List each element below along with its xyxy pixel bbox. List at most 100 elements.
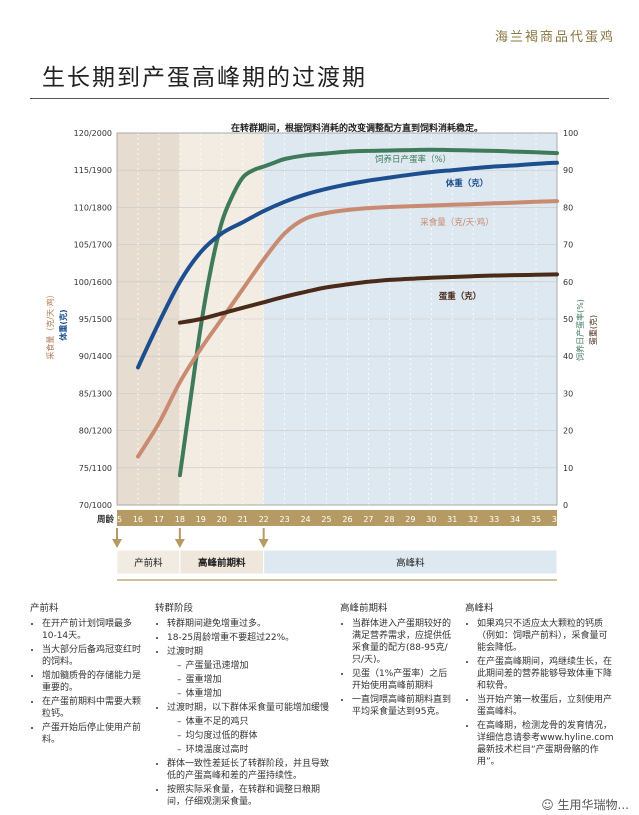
notes-item: 按照实际采食量，在转群和调整日粮期间，仔细观测采食量。	[167, 784, 330, 808]
right-tick-label: 90	[563, 166, 573, 175]
left-tick-label: 110/1800	[74, 203, 112, 212]
title-divider	[30, 98, 609, 99]
notes-section-heading: 高峰前期料	[340, 603, 388, 614]
page-title: 生长期到产蛋高峰期的过渡期	[42, 65, 367, 91]
notes-list: 在开产前计划饲喂最多10-14天。当大部分后备鸡冠变红时的饲料。增加髓质骨的存储…	[30, 618, 145, 746]
right-tick-label: 100	[563, 129, 578, 138]
notes-item: 过渡时期	[167, 646, 330, 658]
notes-item: 一直饲喂高峰前期料直到平均采食量达到95克。	[352, 694, 455, 718]
week-tick-label: 29	[405, 515, 415, 524]
week-tick-label: 17	[154, 515, 164, 524]
notes-item: 在高峰期，检测龙骨的发育情况，详细信息请参考www.hyline.com最新技术…	[477, 720, 615, 768]
left-tick-label: 90/1400	[79, 352, 112, 361]
week-tick-label: 16	[133, 515, 143, 524]
week-tick-label: 27	[363, 515, 373, 524]
left-axis-label-feed: 采食量（克/天·鸡）	[45, 290, 55, 359]
notes-item: 体重不足的鸡只	[177, 716, 330, 728]
notes-item: 均匀度过低的群体	[177, 730, 330, 742]
right-tick-label: 30	[563, 389, 573, 398]
phase-label-prepeak: 高峰前期料	[198, 557, 246, 569]
chart-title: 在转群期间，根据饲料消耗的改变调整配方直到饲料消耗稳定。	[231, 122, 483, 134]
notes-item: 在产蛋前期料中需要大颗粒钙。	[42, 696, 145, 720]
series-label-egg-weight: 蛋重（克）	[439, 291, 482, 302]
week-tick-label: 23	[280, 515, 290, 524]
left-tick-label: 95/1500	[79, 315, 112, 324]
line-egg-weight	[177, 272, 559, 325]
notes-section-heading: 高峰料	[465, 603, 494, 614]
line-body-weight	[136, 160, 559, 370]
notes-item: 见蛋（1%产蛋率）之后开始使用高峰前期料	[352, 668, 455, 692]
week-tick-label: 36	[552, 515, 562, 524]
watermark: ☺ 生用华瑞物...	[541, 798, 629, 812]
notes-item: 18-25周龄增重不要超过22%。	[167, 632, 330, 644]
notes-list: 当群体进入产蛋期较好的满足营养需求，应提供低采食量的配方(88-95克/只/天)…	[340, 618, 455, 718]
x-axis-label: 周龄	[97, 514, 115, 525]
notes-item: 当群体进入产蛋期较好的满足营养需求，应提供低采食量的配方(88-95克/只/天)…	[352, 618, 455, 666]
week-tick-label: 33	[489, 515, 499, 524]
notes-list: 转群期间避免增重过多。 18-25周龄增重不要超过22%。过渡时期产蛋量迅速增加蛋…	[155, 618, 330, 808]
phase-arrow-head	[258, 539, 269, 548]
right-tick-label: 50	[563, 315, 573, 324]
right-tick-label: 0	[563, 501, 568, 510]
week-tick-label: 24	[300, 515, 310, 524]
left-tick-label: 85/1300	[79, 389, 112, 398]
right-tick-label: 10	[563, 464, 573, 473]
left-tick-label: 120/2000	[74, 129, 112, 138]
week-tick-label: 19	[196, 515, 206, 524]
right-tick-label: 20	[563, 427, 573, 436]
notes-section: 高峰前期料当群体进入产蛋期较好的满足营养需求，应提供低采食量的配方(88-95克…	[340, 603, 455, 720]
notes-section: 转群阶段转群期间避免增重过多。 18-25周龄增重不要超过22%。过渡时期产蛋量迅…	[155, 603, 330, 810]
week-tick-label: 28	[384, 515, 394, 524]
phase-box	[116, 549, 181, 575]
notes-item: 当大部分后备鸡冠变红时的饲料。	[42, 644, 145, 668]
growth-transition-chart: 在转群期间，根据饲料消耗的改变调整配方直到饲料消耗稳定。 70/1000 75/11…	[45, 122, 598, 581]
phase-label-peak: 高峰料	[396, 557, 425, 569]
phase-arrow-head	[112, 539, 122, 548]
notes-item: 在产蛋高峰期间，鸡继续生长，在此期间差的营养能够导致体重下降和软骨。	[477, 656, 615, 692]
week-tick-label: 26	[342, 515, 352, 524]
week-tick-label: 31	[447, 515, 457, 524]
notes-item: 如果鸡只不适应太大颗粒的钙质（例如：饲喂产前料），采食量可能会降低。	[477, 618, 615, 654]
right-tick-label: 80	[563, 203, 573, 212]
notes-item: 当开始产第一枚蛋后，立刻使用产蛋高峰料。	[477, 694, 615, 718]
week-tick-label: 20	[217, 515, 227, 524]
series-label-body-weight: 体重（克）	[446, 178, 489, 189]
left-axis-label-weight: 体重(克)	[58, 309, 68, 340]
brand-title: 海兰褐商品代蛋鸡	[494, 30, 615, 45]
week-tick-label: 25	[321, 515, 331, 524]
week-tick-label: 34	[510, 515, 520, 524]
left-tick-label: 70/1000	[79, 501, 112, 510]
phase-arrow-head	[174, 539, 185, 548]
week-tick-label: 22	[259, 515, 269, 524]
right-tick-label: 40	[563, 352, 573, 361]
notes-item: 群体一致性差延长了转群阶段，并且导致低的产蛋高峰和差的产蛋持续性。	[167, 758, 330, 782]
notes-section-heading: 产前料	[30, 603, 59, 614]
left-tick-label: 105/1700	[74, 241, 112, 250]
notes-section: 产前料在开产前计划饲喂最多10-14天。当大部分后备鸡冠变红时的饲料。增加髓质骨…	[30, 603, 145, 748]
notes-section: 高峰料如果鸡只不适应太大颗粒的钙质（例如：饲喂产前料），采食量可能会降低。在产蛋…	[465, 603, 615, 770]
week-axis-band	[117, 510, 557, 526]
notes-item: 过渡时期，以下群体采食量可能增加缓慢	[167, 702, 330, 714]
series-label-egg-rate: 饲养日产蛋率（%）	[375, 154, 451, 165]
notes-item: 环境温度过高时	[177, 744, 330, 756]
week-tick-label: 15	[112, 515, 122, 524]
notes-section-heading: 转群阶段	[155, 603, 194, 614]
notes-item: 产蛋量迅速增加	[177, 660, 330, 672]
left-tick-label: 75/1100	[79, 464, 112, 473]
notes-item: 体重增加	[177, 688, 330, 700]
week-tick-label: 35	[531, 515, 541, 524]
left-tick-label: 115/1900	[74, 166, 112, 175]
week-tick-label: 18	[175, 515, 185, 524]
right-axis-label-eggweight: 蛋重(克)	[588, 315, 598, 345]
notes-item: 产蛋开始后停止使用产前料。	[42, 722, 145, 746]
week-tick-label: 30	[426, 515, 436, 524]
line-feed-intake	[136, 199, 559, 459]
right-tick-label: 60	[563, 278, 573, 287]
notes-item: 在开产前计划饲喂最多10-14天。	[42, 618, 145, 642]
phase-label-prelay: 产前料	[134, 557, 163, 569]
notes-list: 如果鸡只不适应太大颗粒的钙质（例如：饲喂产前料），采食量可能会降低。在产蛋高峰期…	[465, 618, 615, 768]
left-tick-label: 100/1600	[74, 278, 112, 287]
phase-box	[263, 549, 558, 575]
notes-item: 增加髓质骨的存储能力是重要的。	[42, 670, 145, 694]
right-tick-label: 70	[563, 241, 573, 250]
